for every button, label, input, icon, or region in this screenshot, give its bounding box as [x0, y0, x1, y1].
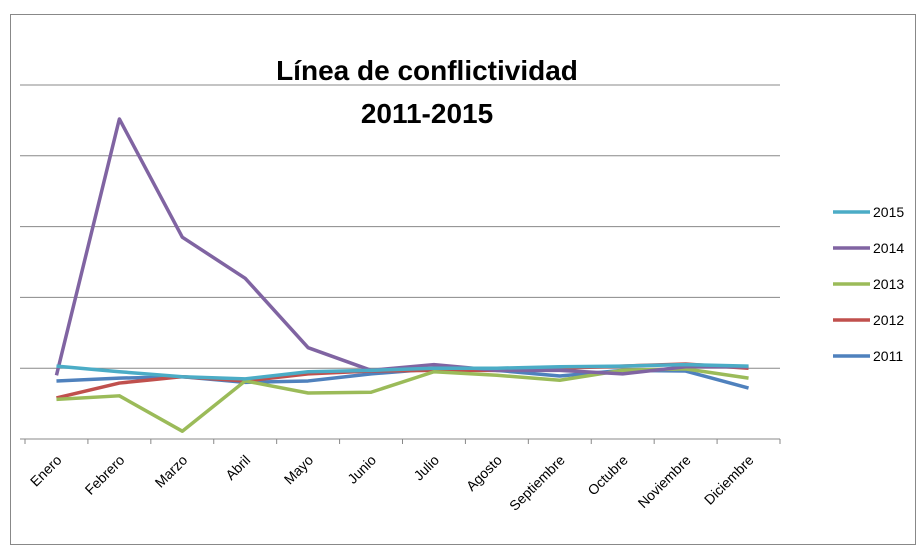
line-series: [54, 117, 749, 376]
chart-frame: [10, 14, 916, 545]
legend-label: 2015: [873, 204, 904, 220]
chart-title: Línea de conflictividad: [276, 55, 578, 86]
legend-label: 2011: [873, 348, 903, 364]
legend-label: 2014: [873, 240, 904, 256]
legend-label: 2012: [873, 312, 904, 328]
legend-label: 2013: [873, 276, 904, 292]
line-series: [56, 362, 749, 381]
line-series: [56, 367, 749, 433]
chart-title: 2011-2015: [361, 98, 493, 129]
